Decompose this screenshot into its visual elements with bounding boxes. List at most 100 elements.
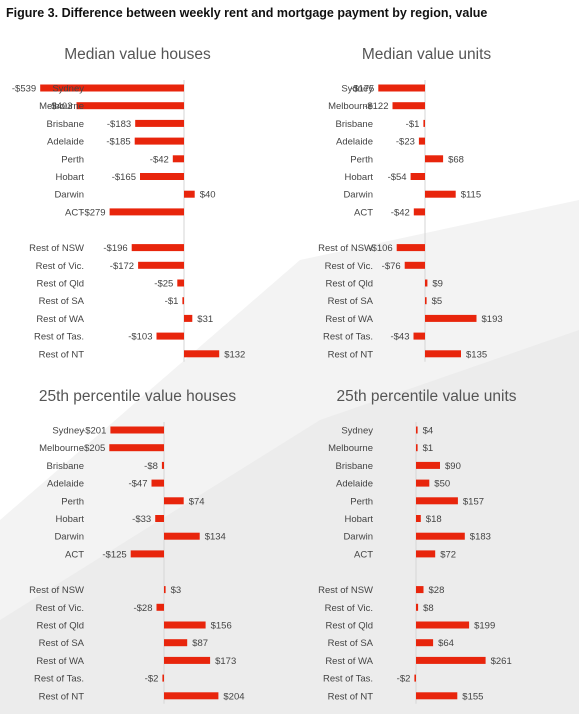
bar-rest-of-tas xyxy=(413,332,425,340)
category-label: Brisbane xyxy=(47,461,85,472)
value-label: $72 xyxy=(440,549,456,560)
bar-melbourne xyxy=(109,444,164,452)
bar-brisbane xyxy=(423,119,425,127)
category-label: Brisbane xyxy=(336,119,374,130)
bar-hobart xyxy=(140,173,184,180)
bar-rest-of-sa xyxy=(416,639,434,647)
value-label: $134 xyxy=(205,532,226,543)
value-label: $5 xyxy=(432,296,443,307)
chart-title: 25th percentile value units xyxy=(336,388,517,405)
category-label: Adelaide xyxy=(47,137,84,148)
category-label: Adelaide xyxy=(336,137,373,148)
category-label: Melbourne xyxy=(39,443,84,454)
bar-adelaide xyxy=(418,137,425,145)
chart-svg: Sydney-$201 Melbourne-$205 Brisbane -$8 Adel… xyxy=(29,422,245,704)
chart-panel-25th-houses: 25th percentile value houses Sydney -$201… xyxy=(0,382,290,722)
value-label: $183 xyxy=(470,532,491,543)
chart-svg: Sydney $4 Melbourne $1 Brisbane $90 Adelaide $5… xyxy=(318,422,512,704)
bar-rest-of-nsw xyxy=(416,586,424,594)
bar-hobart xyxy=(155,515,164,522)
bar-hobart xyxy=(410,173,425,180)
value-label: $4 xyxy=(423,426,434,437)
value-label: $18 xyxy=(426,514,442,525)
category-label: Rest of Tas. xyxy=(34,332,84,343)
category-label: Rest of Vic. xyxy=(325,261,373,272)
value-label: $204 xyxy=(223,691,244,702)
bar-adelaide xyxy=(134,137,184,145)
value-label: -$23 xyxy=(396,137,415,148)
category-label: Rest of WA xyxy=(36,656,84,667)
category-label: Hobart xyxy=(344,172,373,183)
category-label: Rest of Qld xyxy=(325,621,373,632)
category-label: Rest of Vic. xyxy=(36,603,84,614)
value-label: -$279 xyxy=(81,207,105,218)
value-label: $9 xyxy=(432,279,443,290)
category-label: Perth xyxy=(61,496,84,507)
bar-rest-of-nsw xyxy=(164,586,166,594)
category-label: Rest of Qld xyxy=(325,279,373,290)
category-label: Brisbane xyxy=(47,119,85,130)
chart-svg: Sydney-$175 Melbourne-$122 Brisbane -$1 Adel… xyxy=(318,80,503,362)
chart-panel-25th-units: 25th percentile value units Sydney $4 Melb… xyxy=(289,382,579,722)
category-label: Perth xyxy=(350,496,373,507)
category-label: Rest of NT xyxy=(39,691,85,702)
category-label: Darwin xyxy=(54,190,84,201)
category-label: Darwin xyxy=(54,532,84,543)
value-label: -$196 xyxy=(103,243,127,254)
bar-melbourne xyxy=(392,102,425,110)
value-label: -$403 xyxy=(48,101,72,112)
bar-rest-of-vic xyxy=(416,603,419,611)
chart-title: Median value units xyxy=(361,46,492,63)
bar-darwin xyxy=(425,190,456,198)
bar-rest-of-nt xyxy=(184,350,220,358)
category-label: ACT xyxy=(354,207,373,218)
bar-perth xyxy=(164,497,184,505)
value-label: $8 xyxy=(423,603,434,614)
value-label: $155 xyxy=(462,691,483,702)
category-label: Rest of Qld xyxy=(36,621,84,632)
bar-rest-of-qld xyxy=(416,621,470,629)
bar-rest-of-nt xyxy=(416,692,458,700)
value-label: -$175 xyxy=(350,84,374,95)
bar-rest-of-wa xyxy=(425,314,477,322)
chart-panel-median-units: Median value units Sydney -$175 Melbourne -… xyxy=(289,40,579,380)
value-label: $3 xyxy=(171,585,182,596)
value-label: $90 xyxy=(445,461,461,472)
bar-rest-of-tas xyxy=(414,674,416,682)
bar-rest-of-nt xyxy=(425,350,461,358)
bar-brisbane xyxy=(135,119,184,127)
category-label: Rest of WA xyxy=(36,314,84,325)
bar-brisbane xyxy=(416,461,440,469)
category-label: Hobart xyxy=(344,514,373,525)
category-label: Rest of NSW xyxy=(318,585,373,596)
value-label: -$183 xyxy=(107,119,131,130)
value-label: -$122 xyxy=(364,101,388,112)
value-label: -$2 xyxy=(397,674,411,685)
chart-title: 25th percentile value houses xyxy=(38,388,237,405)
category-label: ACT xyxy=(354,549,373,560)
value-label: -$1 xyxy=(406,119,420,130)
value-label: -$33 xyxy=(132,514,151,525)
bar-sydney xyxy=(378,84,425,92)
category-label: Rest of SA xyxy=(328,638,374,649)
category-label: Rest of Tas. xyxy=(323,674,373,685)
bar-rest-of-qld xyxy=(164,621,206,629)
bar-perth xyxy=(172,155,184,163)
category-label: Rest of NSW xyxy=(318,243,373,254)
value-label: -$76 xyxy=(382,261,401,272)
figure-title: Figure 3. Difference between weekly rent… xyxy=(6,6,488,20)
bar-perth xyxy=(425,155,444,163)
value-label: -$47 xyxy=(128,479,147,490)
category-label: Rest of Tas. xyxy=(34,674,84,685)
value-label: $40 xyxy=(200,190,216,201)
bar-sydney xyxy=(40,84,185,92)
value-label: -$539 xyxy=(12,84,36,95)
value-label: -$106 xyxy=(368,243,392,254)
bar-hobart xyxy=(416,515,421,522)
chart-title: Median value houses xyxy=(64,46,211,63)
bar-rest-of-wa xyxy=(164,656,211,664)
category-label: Rest of Qld xyxy=(36,279,84,290)
value-label: $115 xyxy=(461,190,481,201)
